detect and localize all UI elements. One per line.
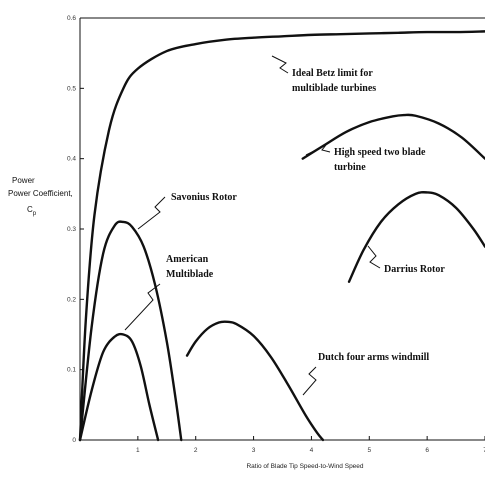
annotation-leaders [124, 55, 381, 396]
label-high-speed-two-blade-turbine-line1: High speed two blade [334, 147, 426, 158]
curve-savonius-rotor [78, 220, 183, 442]
label-darrius-rotor-line1: Darrius Rotor [384, 264, 445, 275]
curve-dutch-four-arms-windmill [185, 320, 325, 442]
y-axis-label-line1: Power [12, 176, 35, 185]
y-tick-label: 0.5 [67, 85, 76, 92]
x-tick-label: 6 [425, 447, 429, 454]
curve-ideal-betz-limit-for-multiblade-turbines [78, 30, 485, 442]
label-american-multiblade-line1: American [166, 254, 209, 265]
x-tick-label: 4 [310, 447, 314, 454]
curve-american-multiblade [78, 332, 160, 442]
leader-ideal-betz-limit-for-multiblade-turbines [271, 55, 289, 74]
y-tick-label: 0.3 [67, 226, 76, 233]
y-axis-label-symbol: Cp [27, 205, 37, 217]
label-ideal-betz-limit-for-multiblade-turbines-line1: Ideal Betz limit for [292, 68, 373, 79]
x-axis-label: Ratio of Blade Tip Speed-to-Wind Speed [246, 463, 363, 470]
x-tick-label: 5 [367, 447, 371, 454]
x-tick-label: 2 [194, 447, 198, 454]
label-dutch-four-arms-windmill-line1: Dutch four arms windmill [318, 352, 429, 363]
leader-american-multiblade [124, 283, 161, 331]
leader-darrius-rotor [367, 245, 381, 269]
leader-high-speed-two-blade-turbine [305, 144, 331, 156]
label-high-speed-two-blade-turbine-line2: turbine [334, 162, 366, 173]
y-tick-label: 0.1 [67, 367, 76, 374]
label-american-multiblade-line2: Multiblade [166, 269, 214, 280]
y-tick-label: 0.4 [67, 156, 76, 163]
y-tick-label: 0.2 [67, 296, 76, 303]
x-tick-label: 7 [483, 447, 485, 454]
y-axis-label-c: C [27, 205, 33, 214]
y-tick-label: 0 [72, 437, 76, 444]
y-axis-label-subscript: p [33, 211, 37, 217]
curve-high-speed-two-blade-turbine [301, 113, 485, 160]
label-ideal-betz-limit-for-multiblade-turbines-line2: multiblade turbines [292, 83, 376, 94]
leader-savonius-rotor [137, 196, 166, 230]
x-tick-label: 3 [252, 447, 256, 454]
annotation-labels: Ideal Betz limit for multiblade turbines S… [166, 68, 445, 363]
label-savonius-rotor-line1: Savonius Rotor [171, 192, 237, 203]
series-curves [78, 30, 485, 442]
y-tick-label: 0.6 [67, 15, 76, 22]
x-tick-label: 1 [136, 447, 140, 454]
leader-dutch-four-arms-windmill [302, 366, 317, 396]
y-axis-label-line2: Power Coefficient, [8, 189, 73, 198]
curve-darrius-rotor [347, 191, 485, 283]
